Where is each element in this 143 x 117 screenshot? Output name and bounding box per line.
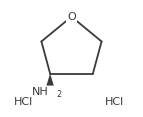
Text: HCl: HCl bbox=[105, 97, 125, 107]
Text: 2: 2 bbox=[57, 90, 62, 99]
Polygon shape bbox=[46, 74, 54, 86]
Text: NH: NH bbox=[32, 87, 49, 97]
Text: O: O bbox=[67, 12, 76, 22]
Text: HCl: HCl bbox=[14, 97, 33, 107]
